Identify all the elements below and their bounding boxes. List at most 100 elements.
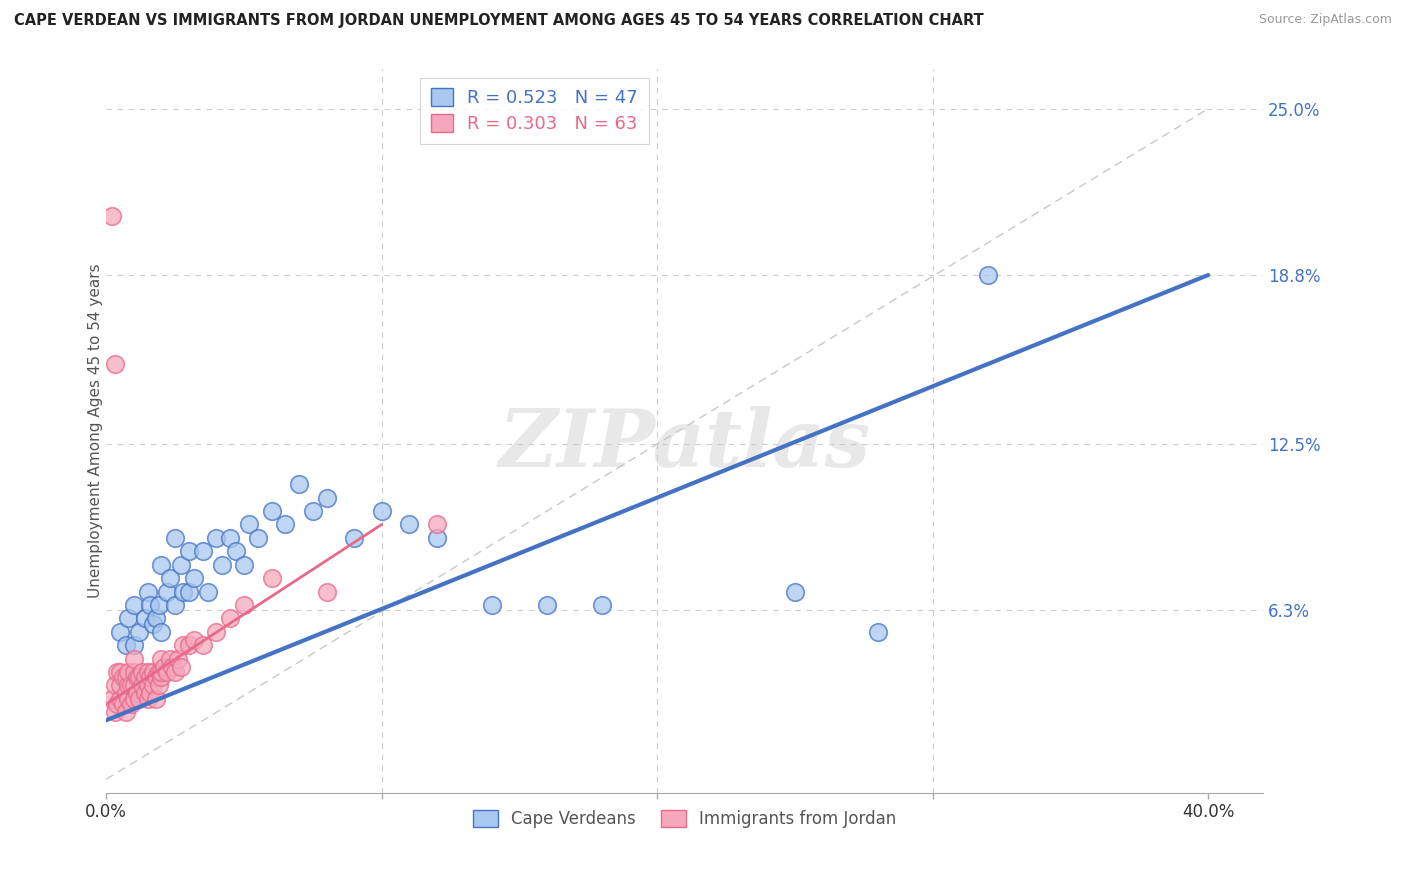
Point: [122, 638, 145, 652]
Point: [108, 624, 131, 639]
Point: [134, 686, 156, 700]
Point: [114, 670, 136, 684]
Point: [225, 544, 247, 558]
Point: [117, 665, 139, 679]
Point: [197, 584, 219, 599]
Point: [139, 686, 162, 700]
Point: [315, 584, 337, 599]
Point: [177, 638, 200, 652]
Point: [142, 616, 165, 631]
Text: CAPE VERDEAN VS IMMIGRANTS FROM JORDAN UNEMPLOYMENT AMONG AGES 45 TO 54 YEARS CO: CAPE VERDEAN VS IMMIGRANTS FROM JORDAN U…: [14, 13, 984, 29]
Point: [142, 678, 165, 692]
Point: [159, 651, 181, 665]
Point: [145, 691, 167, 706]
Point: [114, 686, 136, 700]
Point: [108, 678, 131, 692]
Point: [150, 670, 173, 684]
Point: [148, 678, 170, 692]
Point: [122, 691, 145, 706]
Y-axis label: Unemployment Among Ages 45 to 54 years: Unemployment Among Ages 45 to 54 years: [87, 263, 103, 598]
Point: [219, 611, 242, 625]
Point: [105, 665, 128, 679]
Point: [172, 638, 194, 652]
Point: [117, 678, 139, 692]
Point: [128, 670, 150, 684]
Point: [343, 531, 366, 545]
Point: [120, 697, 142, 711]
Point: [103, 705, 125, 719]
Point: [211, 558, 233, 572]
Point: [145, 670, 167, 684]
Point: [139, 598, 162, 612]
Point: [150, 665, 173, 679]
Point: [162, 659, 184, 673]
Point: [274, 517, 297, 532]
Point: [169, 659, 191, 673]
Point: [150, 651, 173, 665]
Point: [238, 517, 260, 532]
Point: [183, 632, 205, 647]
Point: [169, 558, 191, 572]
Point: [183, 571, 205, 585]
Point: [165, 531, 187, 545]
Point: [288, 477, 311, 491]
Point: [136, 665, 159, 679]
Point: [783, 584, 806, 599]
Point: [128, 691, 150, 706]
Point: [315, 491, 337, 505]
Point: [100, 209, 122, 223]
Point: [114, 638, 136, 652]
Point: [134, 611, 156, 625]
Point: [120, 678, 142, 692]
Point: [131, 678, 153, 692]
Point: [233, 598, 256, 612]
Point: [148, 665, 170, 679]
Point: [977, 268, 1000, 282]
Point: [134, 670, 156, 684]
Point: [370, 504, 392, 518]
Point: [156, 665, 179, 679]
Point: [111, 670, 134, 684]
Point: [117, 611, 139, 625]
Point: [114, 705, 136, 719]
Point: [159, 571, 181, 585]
Point: [165, 598, 187, 612]
Point: [260, 504, 283, 518]
Point: [191, 544, 214, 558]
Point: [100, 691, 122, 706]
Point: [426, 531, 449, 545]
Point: [136, 584, 159, 599]
Point: [131, 665, 153, 679]
Point: [108, 691, 131, 706]
Point: [426, 517, 449, 532]
Point: [156, 584, 179, 599]
Point: [205, 624, 228, 639]
Point: [139, 670, 162, 684]
Point: [125, 686, 148, 700]
Point: [148, 598, 170, 612]
Point: [128, 624, 150, 639]
Point: [150, 624, 173, 639]
Legend: Cape Verdeans, Immigrants from Jordan: Cape Verdeans, Immigrants from Jordan: [467, 804, 903, 835]
Text: ZIPatlas: ZIPatlas: [499, 407, 870, 483]
Point: [177, 544, 200, 558]
Point: [302, 504, 325, 518]
Point: [481, 598, 503, 612]
Point: [142, 665, 165, 679]
Point: [103, 357, 125, 371]
Point: [260, 571, 283, 585]
Point: [191, 638, 214, 652]
Point: [177, 584, 200, 599]
Point: [167, 651, 190, 665]
Point: [536, 598, 558, 612]
Point: [105, 697, 128, 711]
Point: [122, 665, 145, 679]
Point: [866, 624, 889, 639]
Point: [103, 678, 125, 692]
Point: [219, 531, 242, 545]
Point: [153, 659, 176, 673]
Point: [111, 697, 134, 711]
Point: [122, 598, 145, 612]
Point: [122, 678, 145, 692]
Point: [108, 665, 131, 679]
